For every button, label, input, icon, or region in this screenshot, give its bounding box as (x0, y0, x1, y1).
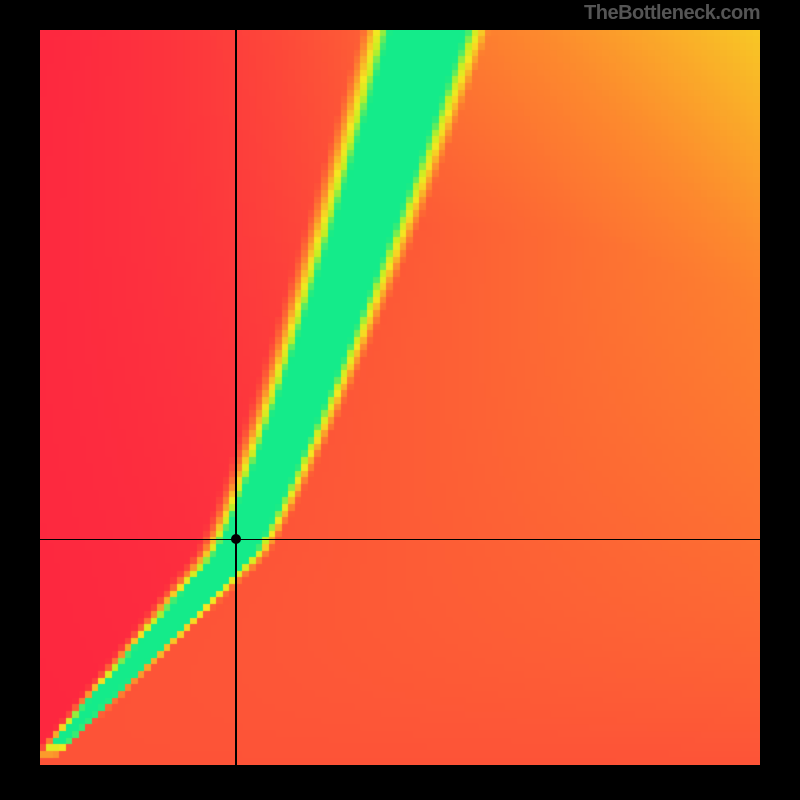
chart-frame: TheBottleneck.com (0, 0, 800, 800)
crosshair-vertical (235, 30, 237, 765)
heatmap-canvas (40, 30, 760, 765)
watermark-text: TheBottleneck.com (584, 2, 760, 25)
crosshair-horizontal (40, 539, 760, 541)
